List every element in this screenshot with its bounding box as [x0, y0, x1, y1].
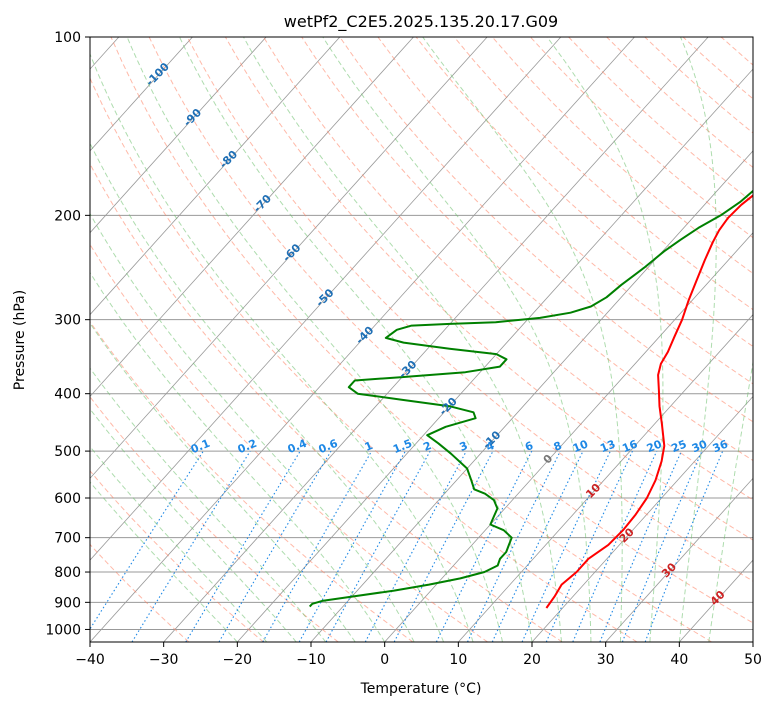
moist-adiabat-line: [243, 37, 562, 642]
isotherm-line: [90, 37, 341, 316]
dry-adiabat-line: [90, 76, 638, 642]
mixing-ratio-line: [435, 450, 533, 642]
temperature-profile-line: [545, 194, 753, 609]
dry-adiabat-line: [224, 37, 753, 541]
mixing-ratio-line: [364, 450, 467, 642]
moist-adiabat-line: [678, 37, 717, 642]
mixing-ratio-label: 8: [552, 439, 564, 454]
mixing-ratio-line: [131, 450, 251, 642]
dry-adiabat-line: [90, 243, 488, 642]
mixing-ratio-label: 16: [620, 437, 639, 455]
x-tick-label: −20: [223, 652, 253, 668]
y-tick-label: 800: [54, 565, 81, 581]
y-tick-label: 700: [54, 531, 81, 547]
isotherm-line: [237, 68, 753, 642]
isotherm-line: [90, 37, 635, 642]
chart-title: wetPf2_C2E5.2025.135.20.17.G09: [284, 12, 558, 32]
isotherm-line: [90, 37, 267, 234]
moist-adiabat-line: [179, 37, 533, 642]
profile-lines: [308, 189, 753, 609]
mixing-ratio-label: 30: [690, 437, 709, 455]
y-tick-label: 500: [54, 444, 81, 460]
mixing-ratio-line: [298, 450, 406, 642]
dry-adiabat-line: [90, 320, 414, 642]
dry-adiabat-line: [148, 37, 753, 624]
mixing-ratio-line: [644, 450, 724, 642]
moist-adiabat-line: [546, 37, 664, 642]
x-axis-label: Temperature (°C): [360, 681, 482, 697]
mixing-ratio-line: [325, 450, 431, 642]
mixing-ratio-label: 10: [571, 437, 590, 455]
mixing-ratio-line: [599, 450, 682, 642]
mixing-ratio-label: 13: [598, 438, 617, 456]
y-axis-label: Pressure (hPa): [12, 290, 28, 390]
x-tick-label: 50: [744, 652, 762, 668]
mixing-ratio-label: 20: [645, 437, 664, 455]
mixing-ratio-label: 25: [669, 438, 688, 456]
moist-adiabat-line: [708, 359, 753, 642]
mixing-ratio-line: [90, 450, 204, 630]
isotherm-line: [90, 37, 193, 152]
y-tick-label: 1000: [45, 622, 81, 638]
moist-adiabat-line: [90, 408, 297, 642]
x-tick-label: 30: [597, 652, 615, 668]
moist-adiabat-line: [422, 37, 623, 642]
isotherm-line: [90, 37, 414, 398]
y-tick-label: 200: [54, 208, 81, 224]
dry-adiabat-line: [377, 37, 753, 385]
x-tick-label: −30: [149, 652, 179, 668]
isotherm-line: [90, 37, 562, 561]
dewpoint-profile-line: [308, 189, 753, 608]
dry-adiabat-line: [263, 37, 753, 501]
moist-adiabat-line: [90, 52, 474, 642]
y-tick-label: 300: [54, 313, 81, 329]
axis-ticks: −40 −30 −20 −10 0 10 20 30 40 50 100 200 300 400 500 60…: [45, 30, 762, 668]
dry-adiabat-line: [90, 162, 563, 642]
mixing-ratio-line: [621, 450, 703, 642]
x-tick-label: 40: [670, 652, 688, 668]
isotherm-line: [458, 313, 753, 642]
isotherm-line: [90, 37, 488, 479]
x-tick-label: 20: [523, 652, 541, 668]
isotherm-line: [384, 232, 753, 642]
y-tick-label: 100: [54, 30, 81, 46]
isotherm-line: [605, 477, 753, 642]
mixing-ratio-label: 3: [458, 439, 470, 454]
moist-adiabat-line: [90, 212, 415, 642]
mixing-ratio-line: [545, 450, 633, 642]
y-tick-label: 600: [54, 491, 81, 507]
mixing-ratio-label: 1: [363, 439, 375, 454]
dry-adiabat-line: [186, 37, 753, 582]
moist-adiabat-line: [322, 37, 592, 642]
moist-adiabat-line: [90, 142, 445, 642]
mixing-ratio-line: [572, 450, 658, 642]
dry-adiabat-line: [339, 37, 753, 423]
y-tick-label: 400: [54, 387, 81, 403]
x-tick-label: 10: [449, 652, 467, 668]
moist-adiabat-line: [90, 481, 238, 642]
x-tick-label: −10: [296, 652, 326, 668]
x-tick-label: 0: [380, 652, 389, 668]
isotherm-line: [163, 37, 709, 642]
plot-frame: [89, 36, 754, 643]
mixing-ratio-label: 36: [711, 437, 730, 455]
dry-adiabat-line: [453, 37, 753, 311]
moist-adiabat-line: [90, 445, 268, 642]
moist-adiabat-line: [126, 37, 503, 642]
x-tick-label: −40: [75, 652, 105, 668]
y-tick-label: 900: [54, 595, 81, 611]
mixing-ratio-label: 2: [421, 439, 433, 454]
moist-adiabat-line: [90, 271, 386, 642]
isotherm-line: [531, 395, 753, 642]
dry-adiabat-line: [110, 37, 712, 642]
dry-adiabat-line: [90, 470, 264, 642]
background-lines: [90, 37, 753, 642]
